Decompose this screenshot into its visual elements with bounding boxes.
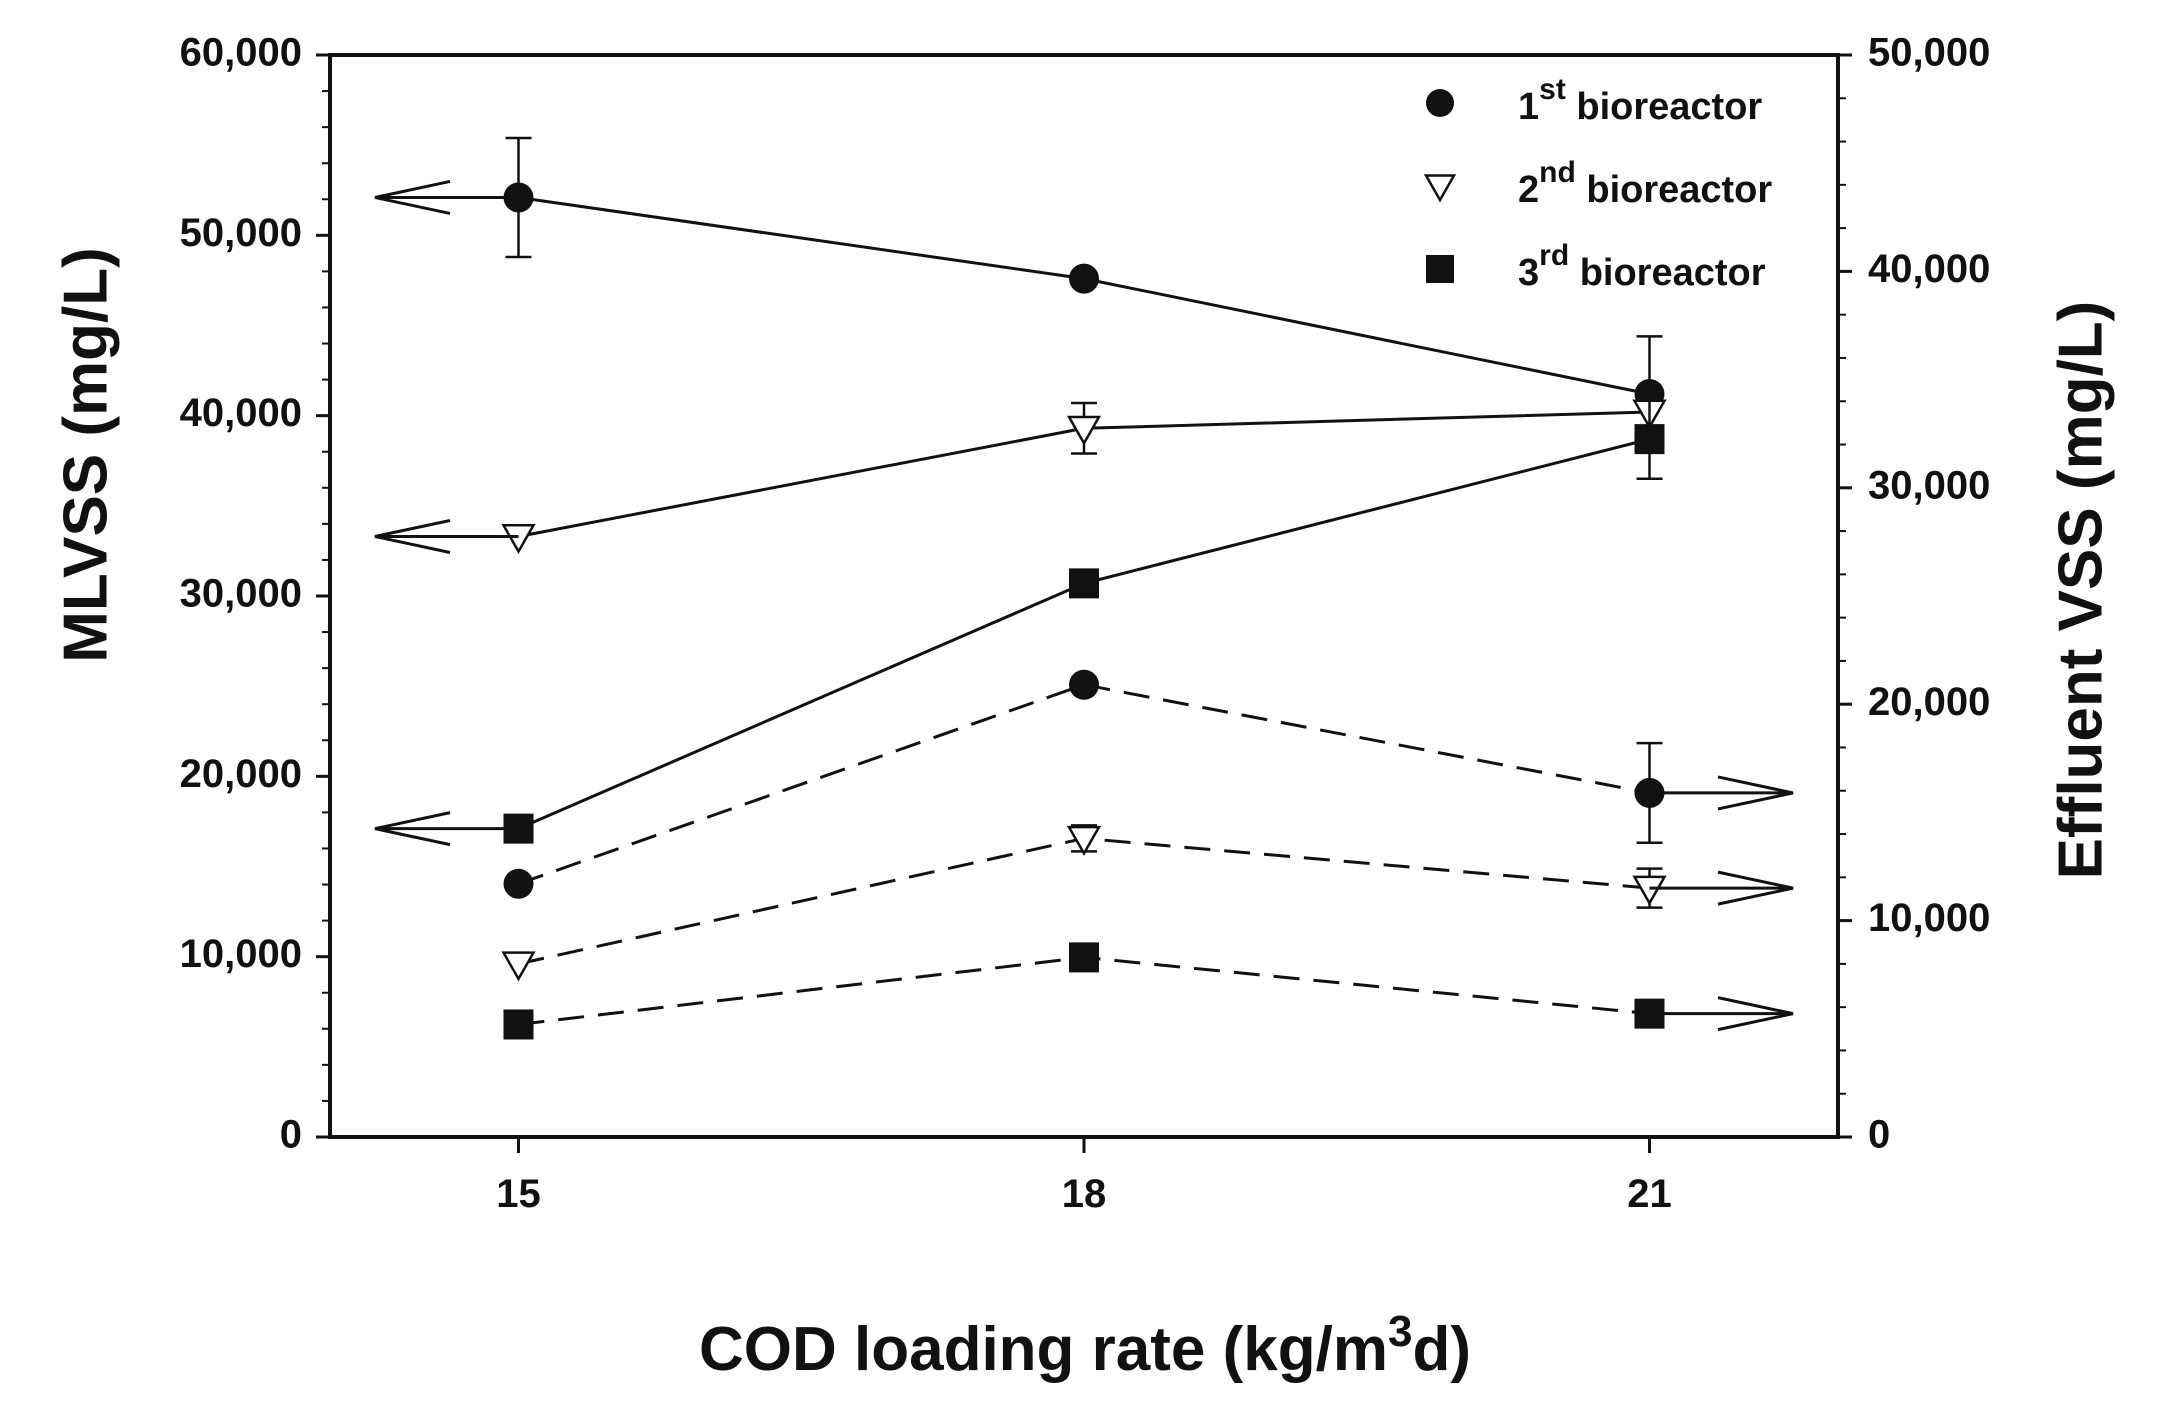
series-6 — [503, 942, 1665, 1040]
legend-item-1: 1st bioreactor — [1426, 73, 1762, 128]
plot-frame-layer: 0 10,000 20,000 30,000 40,000 50,000 60,000 0 10… — [180, 31, 1991, 1216]
series-line — [518, 195, 1650, 396]
y-right-tick-label: 30,000 — [1868, 463, 1990, 507]
legend-label-number: 3 — [1518, 252, 1539, 294]
arrow-head — [374, 519, 451, 554]
y-left-tick-label: 40,000 — [180, 391, 302, 435]
x-axis-title-main: COD loading rate (kg/m — [699, 1315, 1388, 1384]
y-right-tick-label: 20,000 — [1868, 680, 1990, 724]
y-left-tick-label: 20,000 — [180, 752, 302, 796]
legend-marker — [1426, 255, 1454, 283]
x-tick-label: 21 — [1627, 1172, 1672, 1216]
axis-arrow-right — [1649, 775, 1794, 811]
legend-label-text: bioreactor — [1569, 252, 1766, 294]
legend-label-ordinal: st — [1539, 73, 1566, 106]
axis-arrow-left — [374, 179, 519, 215]
y-left-tick-label: 30,000 — [180, 572, 302, 616]
legend-label: 3rd bioreactor — [1518, 239, 1766, 294]
y-axis-title-right: Effluent VSS (mg/L) — [2046, 301, 2115, 880]
data-point — [1069, 669, 1099, 700]
data-point — [1066, 415, 1102, 446]
series-line — [517, 437, 1650, 831]
legend-label-number: 2 — [1518, 169, 1539, 211]
y-right-tick-label: 0 — [1868, 1113, 1890, 1157]
series-2 — [501, 399, 1667, 555]
x-axis-title-tail: d) — [1412, 1315, 1471, 1384]
legend-marker — [1423, 174, 1457, 203]
data-point — [1069, 263, 1099, 294]
y-left-tick-label: 50,000 — [180, 211, 302, 255]
series-4 — [503, 669, 1665, 899]
data-point — [1069, 942, 1099, 973]
arrow-head — [374, 179, 451, 215]
axis-arrow-left — [374, 811, 519, 847]
data-point — [1634, 424, 1665, 455]
legend-label: 2nd bioreactor — [1518, 156, 1772, 211]
legend-marker — [1426, 89, 1454, 117]
arrow-head — [1717, 775, 1794, 811]
data-point — [501, 523, 536, 555]
x-tick-label: 18 — [1062, 1172, 1107, 1216]
data-point — [1069, 568, 1099, 599]
y-right-tick-label: 40,000 — [1868, 247, 1990, 291]
series-3 — [503, 398, 1665, 844]
y-right-tick-label: 50,000 — [1868, 31, 1990, 75]
legend-item-3: 3rd bioreactor — [1426, 239, 1766, 294]
legend-label-number: 1 — [1518, 86, 1539, 128]
series-5 — [501, 824, 1667, 982]
y-right-tick-label: 10,000 — [1868, 896, 1990, 940]
arrow-head — [374, 811, 451, 847]
y-left-tick-label: 0 — [280, 1113, 302, 1157]
legend-label-text: bioreactor — [1576, 169, 1773, 211]
arrow-head — [1717, 870, 1794, 906]
y-left-tick-label: 60,000 — [180, 31, 302, 75]
legend-label-ordinal: nd — [1539, 156, 1576, 189]
x-axis-title-sup: 3 — [1388, 1307, 1412, 1356]
data-point — [503, 1009, 534, 1040]
arrow-head — [1717, 996, 1794, 1032]
legend-label-ordinal: rd — [1539, 239, 1569, 272]
legend-label-text: bioreactor — [1566, 86, 1763, 128]
y-left-tick-label: 10,000 — [180, 932, 302, 976]
axis-arrow-left — [374, 519, 519, 554]
axis-arrow-right — [1649, 870, 1794, 906]
series-line — [518, 683, 1650, 886]
data-layer — [374, 136, 1794, 1040]
legend-item-2: 2nd bioreactor — [1423, 156, 1772, 211]
y-axis-title-left: MLVSS (mg/L) — [51, 247, 120, 663]
legend-label: 1st bioreactor — [1518, 73, 1762, 128]
axis-arrow-right — [1649, 996, 1794, 1032]
data-point — [1066, 825, 1102, 856]
data-point — [1632, 875, 1667, 906]
data-point — [503, 868, 534, 899]
data-point — [501, 951, 536, 982]
x-axis-title: COD loading rate (kg/m3d) — [699, 1307, 1471, 1384]
x-tick-label: 15 — [496, 1172, 541, 1216]
